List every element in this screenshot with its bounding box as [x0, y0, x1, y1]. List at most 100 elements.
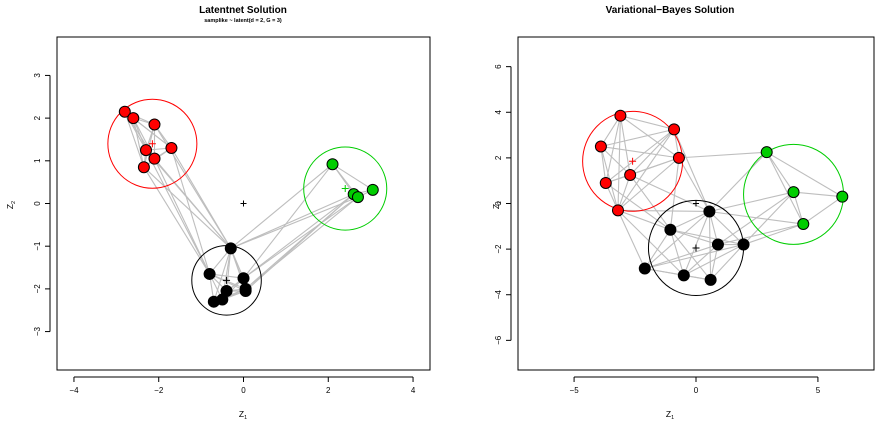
node-point [664, 223, 677, 236]
y-axis-label: Z2 [5, 201, 17, 209]
network-edge [600, 146, 631, 176]
x-tick-label: 5 [816, 386, 821, 395]
y-tick-label: 2 [33, 115, 42, 120]
node-point [140, 144, 153, 157]
network-edge [669, 229, 712, 281]
node-point [704, 273, 717, 286]
network-edge [717, 223, 804, 246]
node-point [638, 262, 651, 275]
y-tick-label: 1 [33, 158, 42, 163]
x-tick-label: −2 [154, 386, 164, 395]
network-edge [683, 211, 710, 276]
cluster-circle [107, 98, 198, 189]
network-edge [620, 115, 680, 159]
network-edge [629, 174, 710, 212]
network-edge [743, 223, 804, 246]
y-tick-label: 4 [494, 109, 503, 114]
network-edge [600, 115, 621, 147]
network-edge [605, 182, 671, 231]
cluster-center-marker [692, 244, 700, 252]
network-edge [230, 163, 333, 249]
x-axis-label-sub: 1 [244, 415, 247, 421]
y-tick-label: −2 [33, 284, 42, 294]
network-edge [802, 196, 843, 225]
network-edge [629, 174, 671, 231]
node-point [614, 109, 627, 122]
network-edge [629, 128, 675, 176]
network-edge [132, 117, 145, 168]
network-edge [600, 128, 675, 148]
node-point [624, 168, 637, 181]
x-axis-label-text: Z [239, 409, 244, 419]
node-point [797, 218, 810, 231]
origin-marker [693, 200, 699, 207]
network-edge [209, 273, 246, 292]
x-axis-label: Z1 [239, 409, 247, 421]
network-edge [678, 151, 767, 159]
network-edge [710, 244, 719, 281]
network-edge [670, 229, 744, 246]
x-tick-label: 4 [411, 386, 416, 395]
network-edge [678, 157, 710, 212]
network-edge [617, 209, 685, 276]
network-edge [793, 191, 843, 198]
node-point [326, 158, 339, 171]
y-tick-label: −2 [494, 244, 503, 254]
x-axis-label-text: Z [666, 409, 671, 419]
network-edge [243, 163, 333, 279]
network-edge [600, 146, 607, 184]
y-tick-label: −3 [33, 326, 42, 336]
x-tick-label: 2 [326, 386, 331, 395]
cluster-center-marker [629, 157, 637, 165]
network-edge [670, 210, 710, 231]
y-axis-label-sub: 2 [11, 201, 17, 204]
network-edge [245, 193, 355, 292]
network-edge [243, 196, 359, 279]
node-point [668, 123, 681, 136]
node-point [127, 112, 140, 125]
y-axis-label-text: Z [5, 204, 15, 209]
network-edge [145, 149, 211, 275]
cluster-center-marker [148, 140, 156, 148]
node-point [207, 295, 220, 308]
network-edge [766, 151, 794, 193]
latentnet-panel: Latentnet Solution samplike ~ latent(d =… [5, 5, 431, 421]
node-point [366, 183, 379, 196]
panel-subtitle: samplike ~ latent(d = 2, G = 3) [204, 18, 282, 24]
node-point [165, 142, 178, 154]
node-point [203, 267, 216, 280]
y-axis-label: Z2 [491, 201, 503, 209]
node-point [611, 204, 624, 217]
network-edge [709, 210, 804, 225]
x-axis-label-sub: 1 [671, 415, 674, 421]
cluster-circle [303, 146, 388, 231]
y-tick-label: 3 [33, 73, 42, 78]
node-point [703, 205, 716, 218]
network-edge [766, 151, 804, 225]
y-tick-label: 0 [494, 201, 503, 206]
network-edge [670, 229, 719, 246]
network-edge [617, 115, 621, 211]
y-tick-label: −1 [33, 241, 42, 251]
network-edge [644, 211, 710, 269]
network-edge [243, 193, 355, 279]
y-axis-label-sub: 2 [497, 201, 503, 204]
network-edge [709, 151, 768, 212]
node-point [237, 272, 250, 285]
network-edge [143, 166, 211, 275]
x-axis-label: Z1 [666, 409, 674, 421]
network-edge [683, 244, 744, 276]
node-point [711, 238, 724, 251]
cluster-center-marker [223, 276, 231, 284]
x-tick-label: 0 [241, 386, 246, 395]
node-point [239, 285, 252, 298]
network-edge [673, 129, 710, 212]
node-point [836, 190, 849, 203]
network-edge [683, 244, 719, 276]
x-tick-label: −4 [69, 386, 79, 395]
network-edge [710, 244, 744, 281]
y-axis-label-text: Z [491, 204, 501, 209]
node-point [599, 176, 612, 189]
node-point [148, 118, 161, 131]
